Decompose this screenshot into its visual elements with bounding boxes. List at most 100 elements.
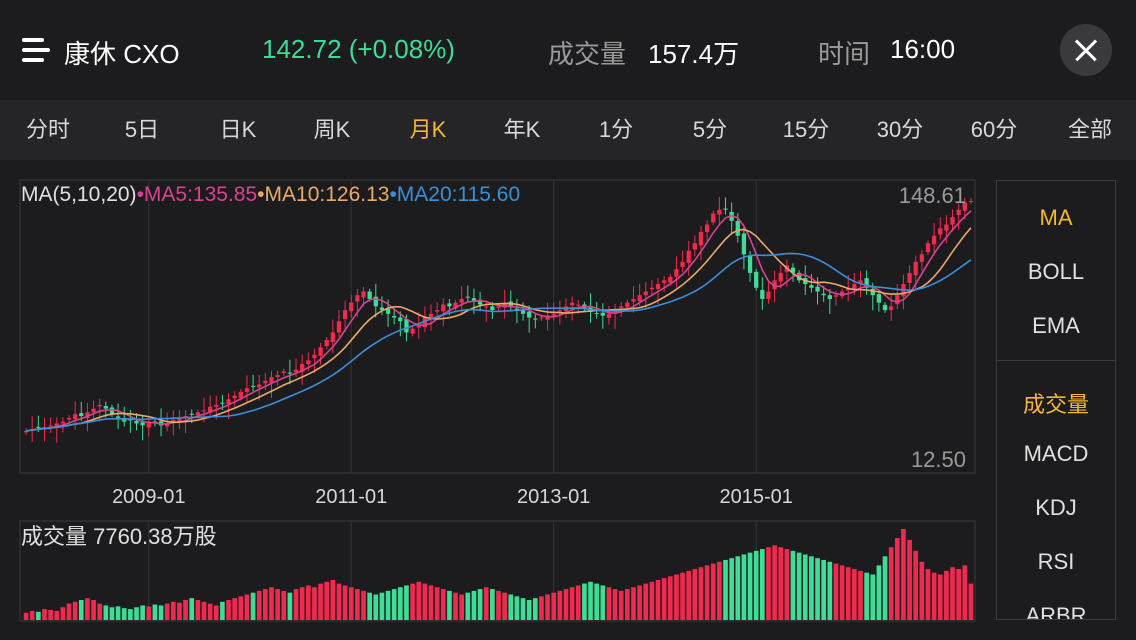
candle-body: [631, 299, 635, 302]
indicator-macd[interactable]: MACD: [997, 441, 1115, 467]
ma-legend-ma5: •MA5:135.85: [137, 183, 258, 206]
indicator-ma[interactable]: MA: [997, 205, 1115, 231]
ma10-line: [26, 228, 971, 431]
candle-body: [601, 313, 605, 316]
indicator-arbr[interactable]: ARBR: [997, 603, 1115, 620]
candle-body: [404, 319, 408, 332]
volume-bar: [410, 584, 415, 620]
indicator-ema[interactable]: EMA: [997, 313, 1115, 339]
candle-body: [134, 421, 138, 424]
volume-bar: [42, 609, 47, 620]
volume-bar: [196, 600, 201, 620]
x-tick-label: 2009-01: [112, 486, 185, 508]
volume-bar: [453, 593, 458, 620]
tab-1min[interactable]: 1分: [599, 100, 633, 160]
candle-body: [460, 299, 464, 303]
volume-bar: [416, 582, 421, 620]
candle-body: [73, 414, 77, 419]
indicator-rsi[interactable]: RSI: [997, 549, 1115, 575]
tab-60min[interactable]: 60分: [971, 100, 1017, 160]
candle-body: [717, 210, 721, 215]
volume-bar: [294, 589, 299, 620]
candle-body: [202, 410, 206, 411]
volume-bar: [318, 584, 323, 620]
volume-bar: [386, 591, 391, 620]
volume-value: 157.4万: [648, 34, 739, 71]
tab-weekly-k[interactable]: 周K: [314, 100, 351, 160]
volume-bar: [662, 578, 667, 620]
volume-bar: [159, 605, 164, 620]
volume-bar: [79, 600, 84, 620]
volume-bar: [901, 529, 906, 620]
indicator-kdj[interactable]: KDJ: [997, 495, 1115, 521]
candle-body: [883, 305, 887, 310]
volume-bar: [944, 571, 949, 620]
volume-bar: [723, 560, 728, 620]
volume-bar: [840, 565, 845, 620]
volume-bar: [754, 551, 759, 620]
candle-body: [711, 213, 715, 222]
volume-bar: [582, 584, 587, 620]
volume-bar: [85, 598, 90, 620]
indicator-volume[interactable]: 成交量: [997, 387, 1115, 419]
volume-bar: [711, 564, 716, 620]
volume-bar: [404, 585, 409, 620]
volume-bar: [177, 603, 182, 620]
candle-body: [742, 234, 746, 255]
volume-bar: [686, 571, 691, 620]
volume-bar: [257, 591, 262, 620]
candle-body: [110, 407, 114, 414]
candle-body: [907, 273, 911, 283]
volume-bar: [361, 591, 366, 620]
volume-bar: [110, 607, 115, 620]
price-change: 142.72 (+0.08%): [262, 34, 455, 65]
tab-daily-k[interactable]: 日K: [220, 100, 257, 160]
volume-bar: [693, 569, 698, 620]
tab-monthly-k[interactable]: 月K: [410, 100, 447, 160]
volume-bar: [275, 589, 280, 620]
candle-body: [693, 243, 697, 249]
candle-body: [79, 413, 83, 416]
volume-bar: [656, 580, 661, 620]
volume-bar: [232, 598, 237, 620]
volume-bar: [134, 607, 139, 620]
tab-15min[interactable]: 15分: [783, 100, 829, 160]
tab-fenshi[interactable]: 分时: [26, 100, 70, 160]
candle-body: [104, 406, 108, 409]
volume-bar: [938, 575, 943, 621]
candle-body: [920, 254, 924, 261]
volume-bar: [815, 558, 820, 620]
ma-legend-ma20: •MA20:115.60: [389, 183, 520, 206]
volume-bar: [883, 556, 888, 620]
kline-chart[interactable]: 2009-01 2011-01 2013-01 2015-01MA(5,10,20)•…: [0, 160, 990, 640]
volume-bar: [643, 584, 648, 620]
volume-bar: [91, 600, 96, 620]
candle-body: [441, 305, 445, 312]
menu-icon[interactable]: [22, 38, 50, 62]
volume-bar: [772, 545, 777, 620]
volume-bar: [846, 567, 851, 620]
volume-bar: [349, 587, 354, 620]
tab-5day[interactable]: 5日: [125, 100, 159, 160]
indicator-boll[interactable]: BOLL: [997, 259, 1115, 285]
volume-bar: [208, 604, 213, 620]
candle-body: [36, 427, 40, 428]
candle-body: [539, 318, 543, 319]
volume-bar: [220, 602, 225, 620]
chart-area[interactable]: 2009-01 2011-01 2013-01 2015-01 MA(5,10,20)•…: [0, 160, 990, 640]
tab-yearly-k[interactable]: 年K: [504, 100, 541, 160]
candle-body: [809, 285, 813, 288]
volume-bar: [729, 558, 734, 620]
candle-body: [355, 295, 359, 301]
volume-bar: [950, 567, 955, 620]
tab-30min[interactable]: 30分: [877, 100, 923, 160]
candle-body: [637, 295, 641, 301]
volume-bar: [447, 591, 452, 620]
tab-5min[interactable]: 5分: [693, 100, 727, 160]
volume-bar: [140, 605, 145, 620]
close-button[interactable]: [1060, 24, 1112, 76]
volume-bar: [306, 585, 311, 620]
volume-bar: [36, 612, 41, 620]
volume-bar: [821, 560, 826, 620]
tab-all[interactable]: 全部: [1068, 100, 1112, 160]
